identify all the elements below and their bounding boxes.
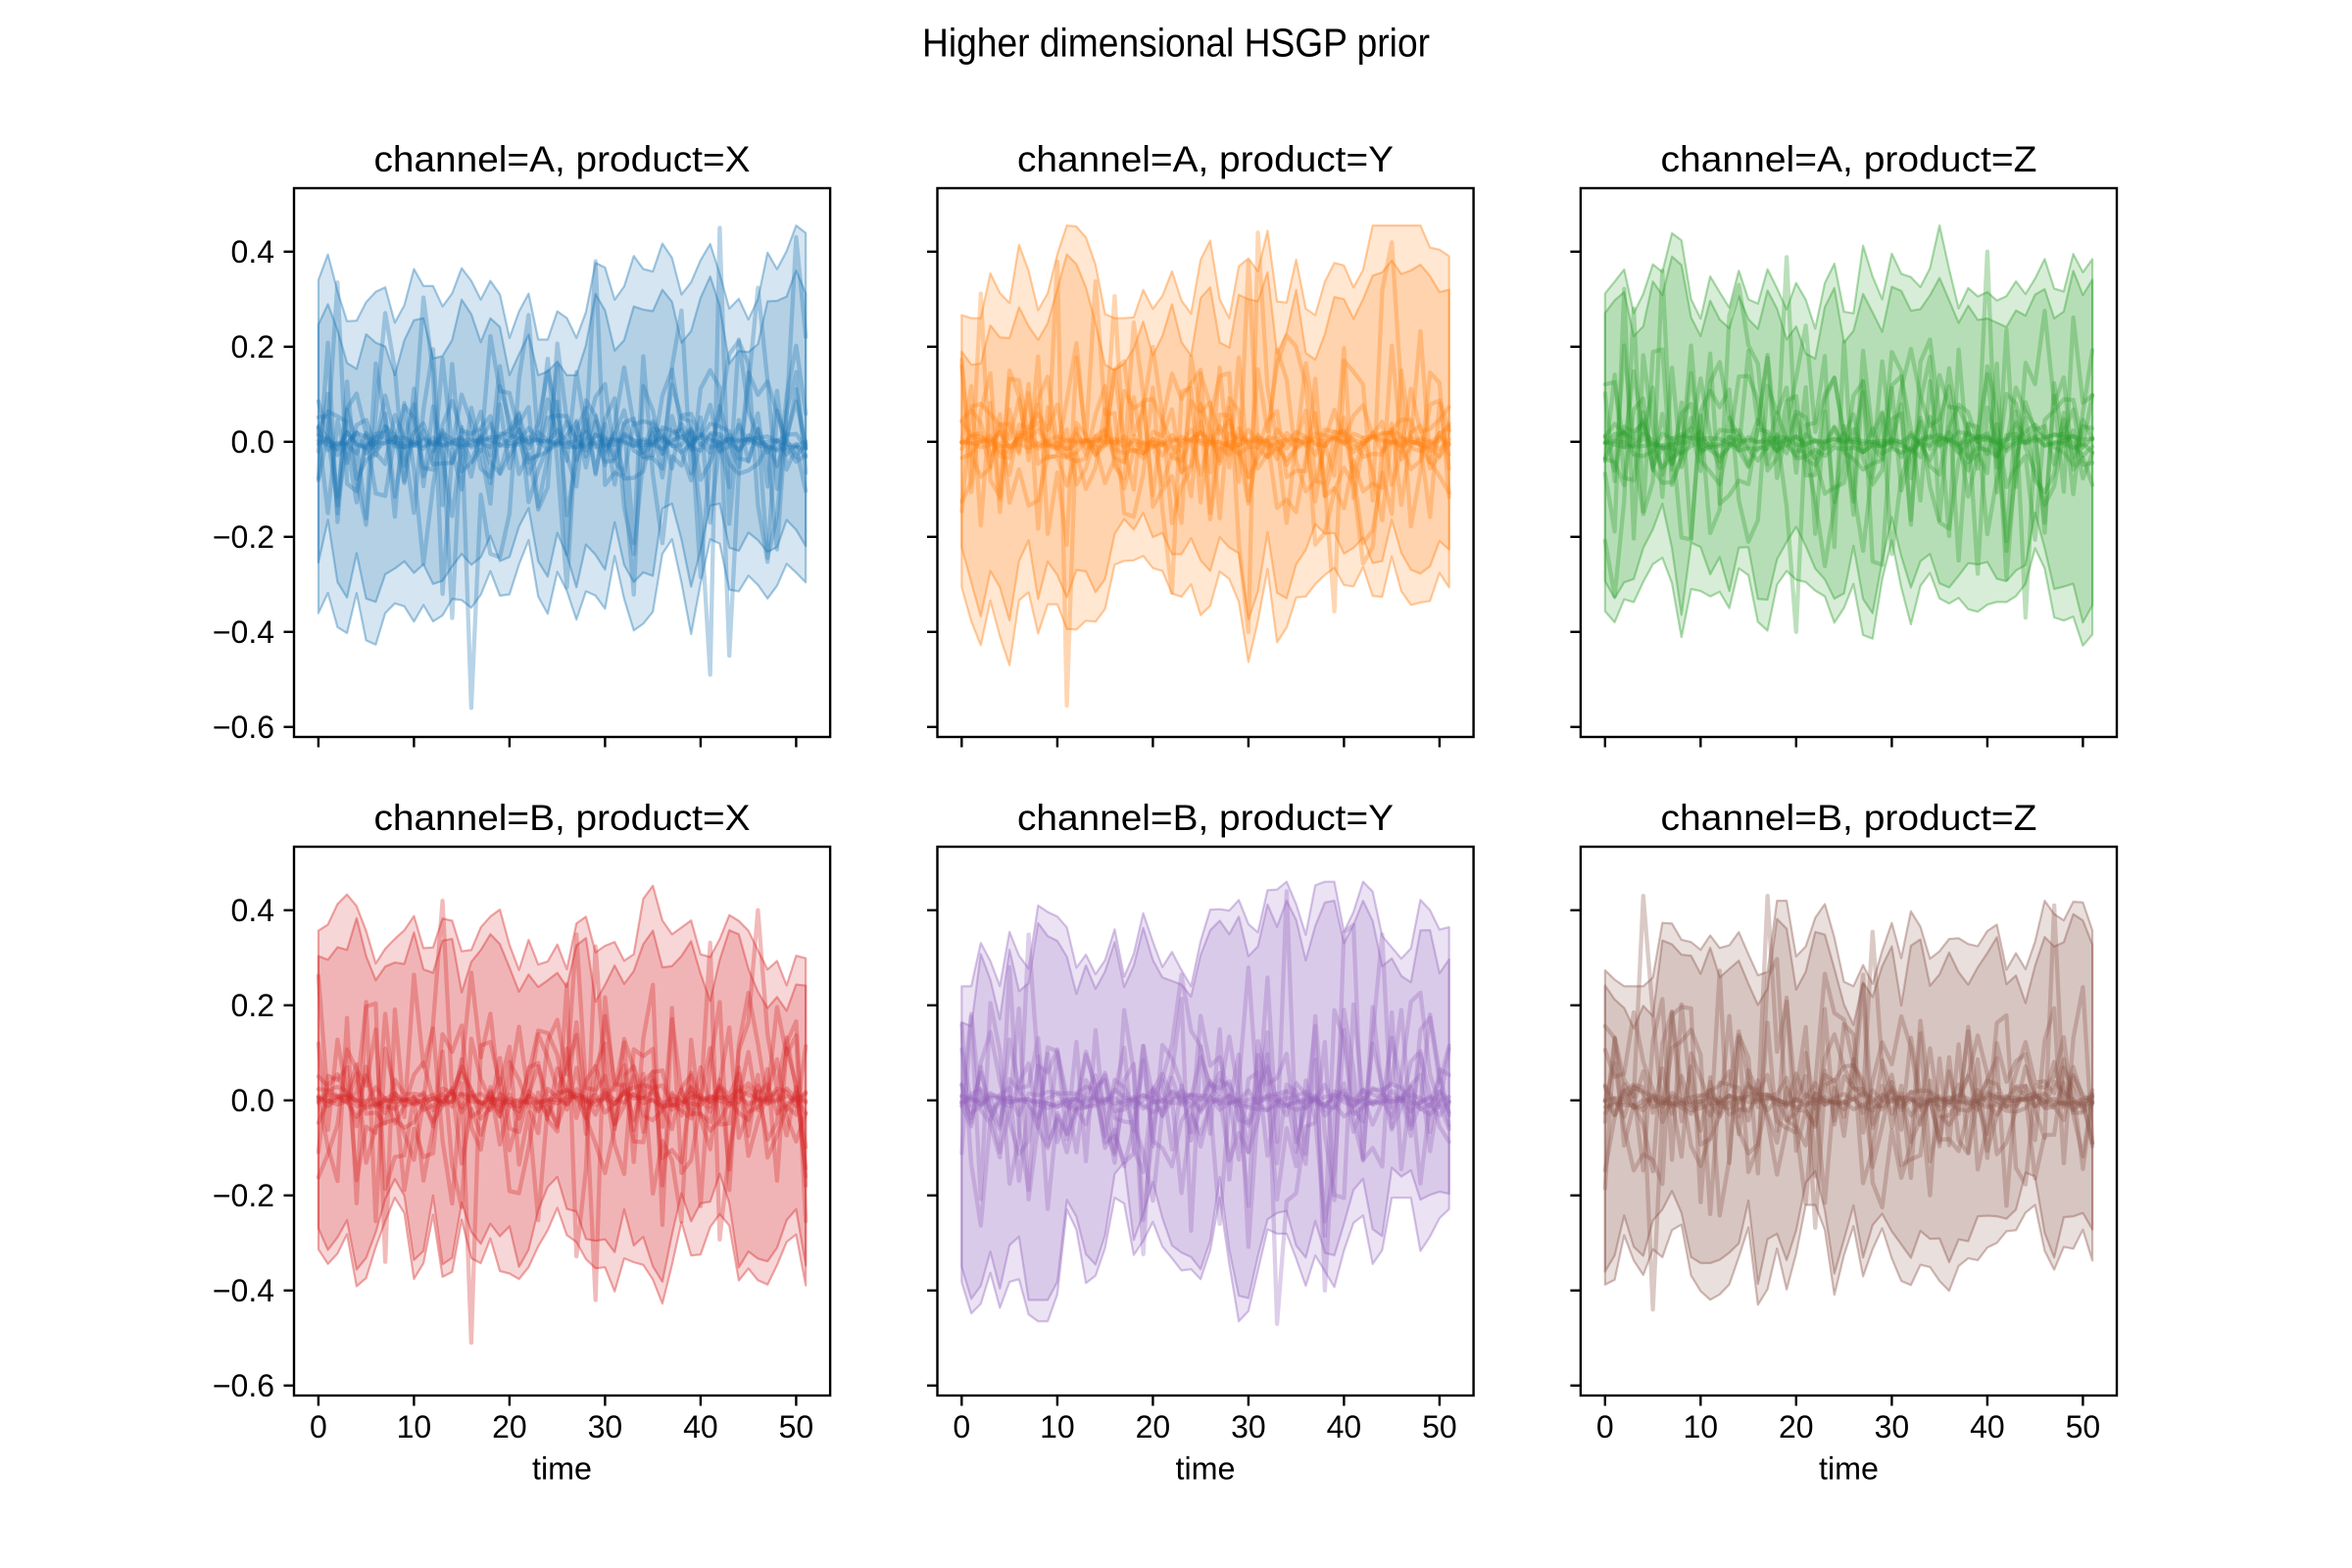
svg-text:20: 20 [492, 1409, 527, 1445]
svg-text:50: 50 [2066, 1409, 2101, 1445]
svg-text:−0.4: −0.4 [213, 614, 274, 650]
svg-text:40: 40 [1970, 1409, 2005, 1445]
svg-text:10: 10 [397, 1409, 432, 1445]
svg-text:0.2: 0.2 [231, 329, 274, 365]
svg-text:−0.6: −0.6 [213, 1368, 274, 1403]
svg-text:10: 10 [1040, 1409, 1075, 1445]
svg-text:0.4: 0.4 [231, 893, 274, 928]
svg-text:channel=B, product=Y: channel=B, product=Y [1017, 798, 1394, 838]
svg-text:0.0: 0.0 [231, 424, 274, 460]
svg-text:20: 20 [1136, 1409, 1171, 1445]
svg-text:50: 50 [1422, 1409, 1457, 1445]
svg-text:0.4: 0.4 [231, 234, 274, 270]
svg-text:time: time [1819, 1451, 1879, 1487]
svg-text:−0.4: −0.4 [213, 1273, 274, 1308]
svg-text:40: 40 [683, 1409, 718, 1445]
svg-text:channel=A, product=Z: channel=A, product=Z [1661, 139, 2037, 179]
svg-text:Higher dimensional HSGP prior: Higher dimensional HSGP prior [922, 21, 1430, 66]
svg-text:0.2: 0.2 [231, 988, 274, 1023]
svg-text:channel=B, product=Z: channel=B, product=Z [1661, 798, 2037, 838]
svg-text:0: 0 [953, 1409, 970, 1445]
svg-text:channel=A, product=Y: channel=A, product=Y [1017, 139, 1394, 179]
svg-text:−0.2: −0.2 [213, 519, 274, 555]
svg-text:channel=A, product=X: channel=A, product=X [374, 139, 751, 179]
svg-text:channel=B, product=X: channel=B, product=X [374, 798, 751, 838]
svg-text:−0.6: −0.6 [213, 710, 274, 745]
svg-text:30: 30 [588, 1409, 623, 1445]
svg-text:30: 30 [1231, 1409, 1266, 1445]
svg-text:time: time [1176, 1451, 1236, 1487]
svg-text:20: 20 [1779, 1409, 1814, 1445]
svg-text:−0.2: −0.2 [213, 1178, 274, 1213]
svg-text:30: 30 [1875, 1409, 1910, 1445]
svg-text:40: 40 [1327, 1409, 1362, 1445]
svg-text:0: 0 [310, 1409, 327, 1445]
svg-text:0.0: 0.0 [231, 1083, 274, 1118]
svg-text:50: 50 [779, 1409, 814, 1445]
svg-text:time: time [532, 1451, 592, 1487]
svg-text:10: 10 [1684, 1409, 1719, 1445]
svg-text:0: 0 [1596, 1409, 1614, 1445]
